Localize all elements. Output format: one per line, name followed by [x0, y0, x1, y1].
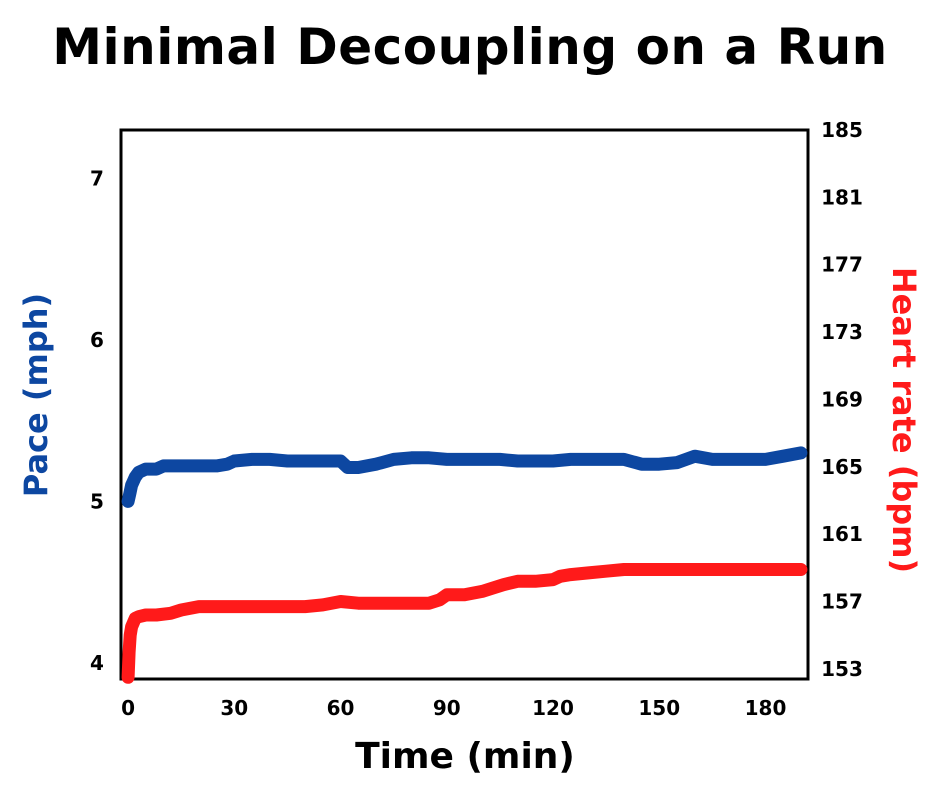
y-right-tick-label: 153 — [821, 657, 863, 681]
y-left-axis-title: Pace (mph) — [17, 293, 55, 497]
x-tick-label: 60 — [327, 696, 355, 720]
x-axis-title: Time (min) — [355, 736, 575, 777]
plot-frame — [119, 128, 810, 681]
series-layer — [121, 446, 808, 684]
y-left-tick-label: 7 — [90, 166, 104, 190]
y-left-tick-label: 4 — [90, 651, 104, 675]
y-right-tick-label: 181 — [821, 185, 863, 209]
x-tick-label: 150 — [638, 696, 680, 720]
y-left-tick-label: 6 — [90, 328, 104, 352]
heart-rate-series-line — [121, 563, 808, 684]
y-left-tick-labels: 4 5 6 7 — [90, 166, 104, 674]
x-tick-label: 90 — [433, 696, 461, 720]
y-right-tick-label: 185 — [821, 118, 863, 142]
x-tick-label: 0 — [121, 696, 135, 720]
y-right-axis-title: Heart rate (bpm) — [885, 267, 923, 573]
y-right-tick-label: 177 — [821, 253, 863, 277]
x-tick-label: 120 — [532, 696, 574, 720]
y-left-tick-label: 5 — [90, 489, 104, 513]
x-tick-label: 180 — [745, 696, 787, 720]
pace-series-line — [121, 446, 808, 508]
y-right-tick-label: 169 — [821, 387, 863, 411]
y-right-tick-label: 161 — [821, 522, 863, 546]
x-tick-labels: 0 30 60 90 120 150 180 — [121, 696, 786, 720]
y-right-tick-label: 173 — [821, 320, 863, 344]
chart-title: Minimal Decoupling on a Run — [52, 18, 888, 76]
y-right-tick-label: 157 — [821, 590, 863, 614]
y-right-tick-label: 165 — [821, 455, 863, 479]
y-right-tick-labels: 153 157 161 165 169 173 177 181 185 — [821, 118, 863, 681]
x-tick-label: 30 — [220, 696, 248, 720]
